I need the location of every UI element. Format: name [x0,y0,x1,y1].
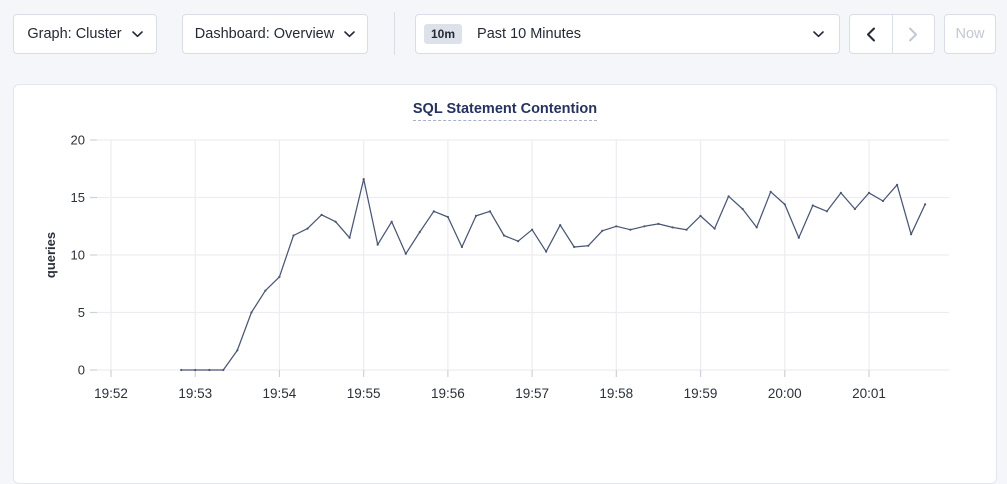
previous-time-button[interactable] [850,15,892,53]
x-tick-label: 19:54 [263,386,297,401]
gridlines [97,139,949,371]
y-tick-label: 20 [71,133,85,148]
chevron-left-icon [866,27,876,42]
time-range-value: Past 10 Minutes [477,26,582,42]
chart-card: SQL Statement Contention 0 5 10 15 20 19:52 19… [13,84,997,484]
y-tick-label: 10 [71,248,85,263]
chevron-down-icon [344,30,356,38]
now-button-label: Now [955,26,985,42]
series-line [180,178,927,372]
x-tick-label: 19:58 [599,386,633,401]
now-button[interactable]: Now [944,14,996,54]
graph-dropdown-label: Graph: Cluster [27,26,122,42]
time-range-dropdown[interactable]: 10m Past 10 Minutes [415,14,840,54]
graph-dropdown[interactable]: Graph: Cluster [13,14,157,54]
chevron-right-icon [908,27,918,42]
dashboard-dropdown-label: Dashboard: Overview [194,26,335,42]
sql-statement-contention-chart[interactable]: 0 5 10 15 20 19:52 19:53 19:54 19:55 19:56 19:57 19… [14,85,996,425]
y-tick-label: 15 [71,190,85,205]
chevron-down-icon [813,30,824,38]
axis-labels: 0 5 10 15 20 19:52 19:53 19:54 19:55 19:56 19:57 19… [43,133,886,402]
x-tick-label: 19:59 [684,386,718,401]
x-tick-label: 19:52 [94,386,128,401]
x-tick-label: 19:57 [515,386,549,401]
x-tick-label: 19:55 [347,386,381,401]
chart-title[interactable]: SQL Statement Contention [412,101,598,121]
x-tick-label: 19:53 [178,386,212,401]
next-time-button[interactable] [891,15,935,53]
y-axis-label: queries [43,232,58,278]
y-tick-label: 0 [78,363,85,378]
chart-title-wrap: SQL Statement Contention [14,100,996,121]
axis-ticks [90,139,870,377]
toolbar-divider [394,12,395,55]
x-tick-label: 20:01 [852,386,886,401]
x-tick-label: 20:00 [768,386,802,401]
time-nav-group [849,14,935,54]
y-tick-label: 5 [78,305,85,320]
dashboard-dropdown[interactable]: Dashboard: Overview [182,14,368,54]
x-tick-label: 19:56 [431,386,465,401]
time-range-badge: 10m [424,24,463,44]
chevron-down-icon [131,30,143,38]
